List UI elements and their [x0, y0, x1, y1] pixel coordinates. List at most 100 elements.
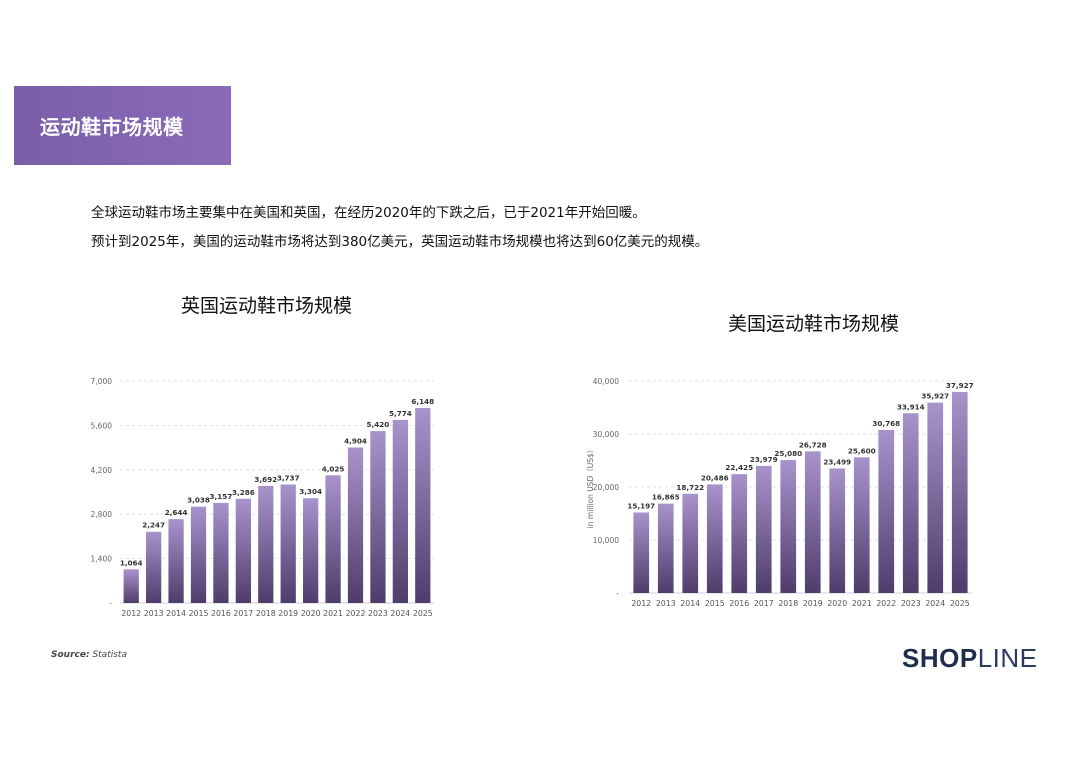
data-label: 1,064	[120, 558, 143, 567]
bar-2018	[258, 485, 274, 603]
x-tick-label: 2025	[413, 609, 433, 618]
bar-2025	[951, 391, 968, 593]
data-label: 25,600	[848, 446, 876, 455]
x-tick-label: 2018	[778, 599, 798, 608]
x-tick-label: 2014	[680, 599, 700, 608]
bar-2012	[123, 569, 139, 603]
bar-2014	[682, 493, 699, 593]
data-label: 5,774	[389, 409, 412, 418]
y-tick-label: 4,200	[91, 466, 113, 475]
data-label: 37,927	[946, 381, 974, 390]
bar-2018	[780, 460, 797, 593]
bar-2016	[731, 474, 748, 593]
source-value: Statista	[92, 650, 127, 660]
x-tick-label: 2019	[803, 599, 823, 608]
x-tick-label: 2018	[256, 609, 276, 618]
x-tick-label: 2020	[301, 609, 321, 618]
bar-2023	[370, 431, 386, 603]
bar-2025	[415, 408, 431, 603]
source-label: Source:	[51, 650, 90, 660]
data-label: 3,737	[277, 473, 300, 482]
bar-2013	[657, 503, 674, 593]
data-label: 15,197	[627, 501, 655, 510]
data-label: 3,692	[254, 475, 277, 484]
data-label: 3,038	[187, 496, 210, 505]
y-tick-label: 20,000	[593, 483, 619, 492]
y-tick-label: -	[109, 599, 112, 608]
intro-text: 全球运动鞋市场主要集中在美国和英国，在经历2020年的下跌之后，已于2021年开…	[91, 199, 991, 257]
x-tick-label: 2022	[346, 609, 366, 618]
y-axis-title: in million USD（US$）	[586, 446, 595, 529]
bar-2015	[706, 484, 723, 593]
bar-2013	[146, 531, 162, 603]
y-tick-label: 1,400	[91, 555, 113, 564]
y-tick-label: 30,000	[593, 430, 619, 439]
shopline-logo: SHOP LINE	[902, 643, 1038, 673]
data-label: 33,914	[897, 402, 925, 411]
logo-text-shop: SHOP	[902, 642, 978, 673]
bar-2017	[235, 498, 251, 603]
bar-2019	[280, 484, 296, 603]
bar-2023	[902, 413, 919, 593]
bar-2022	[347, 447, 364, 603]
data-label: 35,927	[921, 392, 949, 401]
data-label: 16,865	[652, 493, 680, 502]
intro-line-2: 预计到2025年，美国的运动鞋市场将达到380亿美元，英国运动鞋市场规模也将达到…	[91, 234, 709, 250]
data-label: 4,904	[344, 436, 367, 445]
logo-text-line: LINE	[977, 642, 1038, 673]
data-label: 23,499	[823, 457, 851, 466]
data-label: 18,722	[676, 483, 704, 492]
x-tick-label: 2012	[631, 599, 651, 608]
bar-2015	[190, 506, 207, 603]
data-label: 23,979	[750, 455, 778, 464]
x-tick-label: 2024	[390, 609, 410, 618]
x-tick-label: 2016	[211, 609, 231, 618]
bar-2012	[633, 512, 650, 593]
x-tick-label: 2022	[876, 599, 896, 608]
uk-chart-title: 英国运动鞋市场规模	[181, 295, 353, 317]
x-tick-label: 2019	[278, 609, 298, 618]
x-tick-label: 2012	[121, 609, 141, 618]
x-tick-label: 2023	[901, 599, 921, 608]
x-tick-label: 2017	[233, 609, 253, 618]
x-tick-label: 2016	[729, 599, 749, 608]
data-label: 5,420	[367, 420, 390, 429]
data-label: 4,025	[322, 464, 345, 473]
y-tick-label: 40,000	[593, 377, 619, 386]
bar-2014	[168, 519, 184, 603]
x-tick-label: 2015	[189, 609, 209, 618]
data-label: 22,425	[725, 463, 753, 472]
data-label: 3,157	[210, 492, 233, 501]
bar-2020	[829, 468, 846, 593]
bar-2017	[755, 465, 772, 593]
data-label: 30,768	[872, 419, 900, 428]
data-label: 3,304	[299, 487, 322, 496]
data-label: 2,644	[165, 508, 188, 517]
bar-2024	[392, 419, 408, 603]
bar-2021	[325, 475, 341, 603]
y-tick-label: 2,800	[91, 510, 113, 519]
y-tick-label: -	[616, 589, 619, 598]
x-tick-label: 2021	[323, 609, 343, 618]
x-tick-label: 2017	[754, 599, 774, 608]
data-label: 20,486	[701, 473, 729, 482]
data-label: 6,148	[411, 397, 434, 406]
x-tick-label: 2020	[827, 599, 847, 608]
section-title: 运动鞋市场规模	[40, 115, 184, 139]
source-note: Source: Statista	[51, 650, 127, 660]
x-tick-label: 2021	[852, 599, 872, 608]
data-label: 3,286	[232, 488, 255, 497]
x-tick-label: 2025	[950, 599, 970, 608]
y-tick-label: 7,000	[91, 377, 113, 386]
x-tick-label: 2013	[656, 599, 676, 608]
bar-2021	[853, 457, 870, 593]
x-tick-label: 2024	[925, 599, 945, 608]
bar-2024	[927, 402, 944, 593]
bar-2022	[878, 429, 895, 593]
data-label: 26,728	[799, 440, 827, 449]
bar-2016	[213, 502, 229, 603]
bar-2019	[804, 451, 821, 593]
y-tick-label: 5,600	[91, 421, 113, 430]
